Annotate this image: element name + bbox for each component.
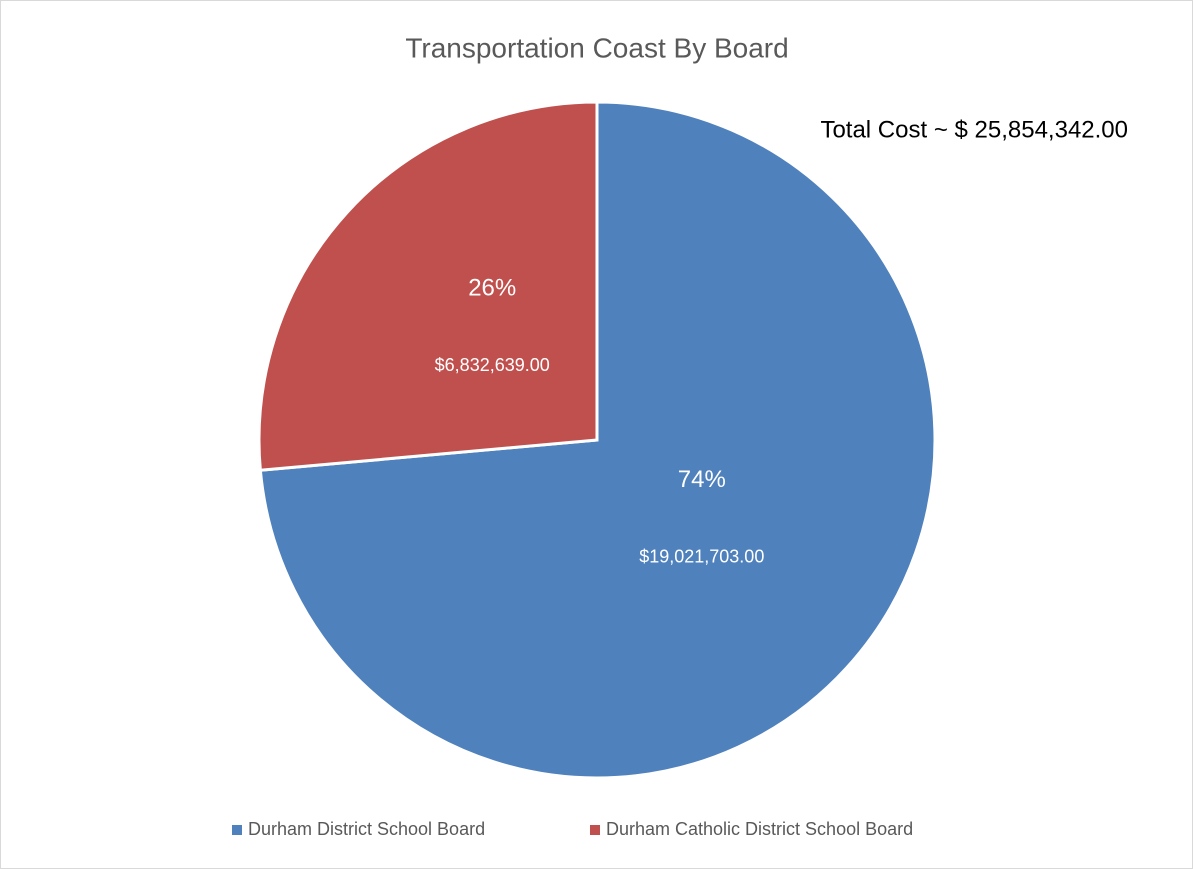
percent-label: 26% <box>468 275 516 302</box>
percent-label: 74% <box>678 466 726 493</box>
legend-label: Durham Catholic District School Board <box>606 819 913 839</box>
chart-title: Transportation Coast By Board <box>405 32 788 63</box>
pie-slice <box>257 100 599 472</box>
value-label: $19,021,703.00 <box>639 547 764 567</box>
annotation: Total Cost ~ $ 25,854,342.00 <box>820 116 1128 143</box>
legend-label: Durham District School Board <box>248 819 485 839</box>
value-label: $6,832,639.00 <box>435 355 550 375</box>
legend-swatch <box>590 825 600 835</box>
legend-swatch <box>232 825 242 835</box>
